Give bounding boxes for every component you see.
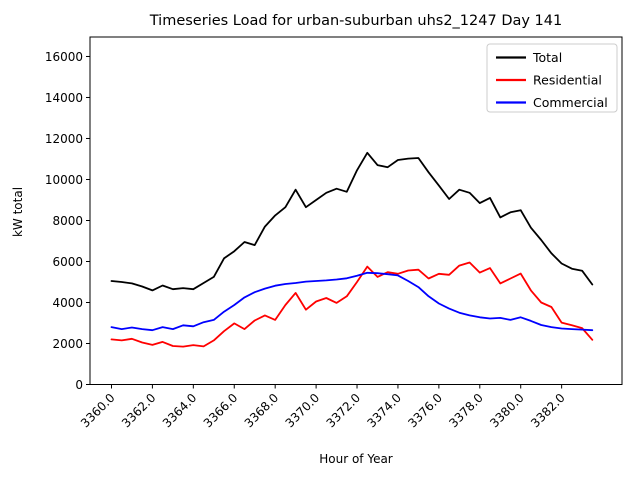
legend-label-total: Total [532,50,562,65]
x-axis-label: Hour of Year [319,452,393,466]
x-tick-label: 3370.0 [283,391,323,431]
legend-box [486,43,618,113]
y-axis-label: kW total [11,187,25,237]
y-tick-label: 8000 [52,214,83,228]
legend: Total Residential Commercial [486,43,618,113]
x-tick-label: 3368.0 [242,391,282,431]
y-tick-label: 12000 [45,132,83,146]
legend-label-commercial: Commercial [533,95,608,110]
y-tick-label: 6000 [52,255,83,269]
x-tick-label: 3374.0 [364,391,404,431]
x-tick-label: 3382.0 [528,391,568,431]
axes-frame [89,36,623,385]
series-line-commercial [110,271,594,332]
x-tick-label: 3366.0 [201,391,241,431]
x-tick-label: 3380.0 [487,391,527,431]
x-tick-label: 3364.0 [160,391,200,431]
y-tick-label: 16000 [45,50,83,64]
y-tick-label: 0 [75,378,83,392]
y-tick-label: 4000 [52,296,83,310]
y-tick-label: 10000 [45,173,83,187]
x-tick-label: 3360.0 [78,391,118,431]
plot-series [110,151,594,348]
y-tick-label: 2000 [52,337,83,351]
x-tick-label: 3372.0 [324,391,364,431]
series-line-residential [110,261,594,348]
series-line-total [110,151,594,292]
legend-label-residential: Residential [533,73,602,88]
x-tick-label: 3378.0 [446,391,486,431]
x-tick-label: 3362.0 [119,391,159,431]
chart-title: Timeseries Load for urban-suburban uhs2_… [149,13,562,29]
x-tick-label: 3376.0 [405,391,445,431]
y-tick-label: 14000 [45,91,83,105]
